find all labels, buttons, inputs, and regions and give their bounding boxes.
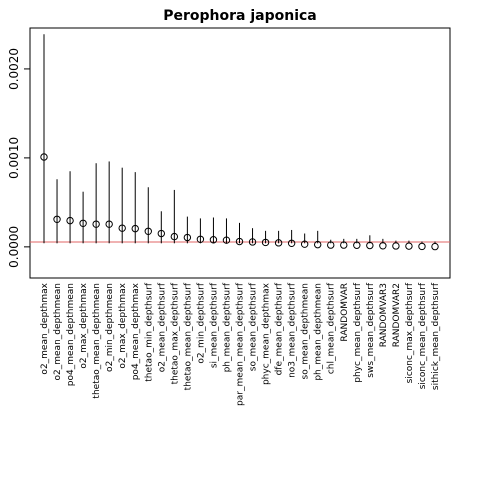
x-category-label: sws_mean_depthsurf xyxy=(366,282,376,378)
x-category-label: o2_mean_depthsurf xyxy=(157,282,167,372)
x-category-label: RANDOMVAR xyxy=(340,283,350,342)
data-point xyxy=(144,227,152,235)
data-point xyxy=(66,216,74,225)
data-point xyxy=(131,224,139,233)
data-point xyxy=(314,240,322,249)
data-point xyxy=(379,242,387,250)
x-category-label: RANDOMVAR3 xyxy=(379,283,389,347)
x-category-label: po4_mean_depthmean xyxy=(66,283,76,386)
x-category-label: phyc_mean_depthmax xyxy=(262,282,272,385)
data-point xyxy=(79,219,87,227)
data-point xyxy=(392,242,400,250)
x-category-label: thetao_mean_depthmean xyxy=(92,283,102,399)
x-category-label: o2_mean_depthmean xyxy=(53,283,63,380)
x-axis-labels: o2_mean_depthmax o2_mean_depthmean po4_mea… xyxy=(40,282,441,406)
y-axis: 0.0000 0.0010 0.0020 xyxy=(7,48,30,268)
data-point xyxy=(170,232,179,241)
data-point xyxy=(235,237,244,246)
data-point xyxy=(53,215,61,223)
x-category-label: ph_mean_depthmean xyxy=(314,283,324,381)
x-category-label: no3_mean_depthsurf xyxy=(288,282,298,378)
data-point xyxy=(274,239,283,247)
x-category-label: dfe_mean_depthsurf xyxy=(275,282,285,375)
data-point xyxy=(40,153,48,161)
x-category-label: o2_min_depthmean xyxy=(105,283,115,372)
x-category-label: siconc_mean_depthsurf xyxy=(418,282,428,389)
y-tick-label: 0.0010 xyxy=(7,137,21,179)
x-category-label: o2_max_depthmax xyxy=(79,282,89,368)
data-point xyxy=(157,229,166,238)
data-point xyxy=(405,242,413,250)
data-point xyxy=(261,238,270,247)
data-point xyxy=(118,224,126,232)
x-category-label: po4_mean_depthmax xyxy=(131,282,141,380)
x-category-label: o2_max_depthmax xyxy=(118,282,128,368)
data-point xyxy=(92,220,100,228)
x-category-label: par_mean_mean_depthsurf xyxy=(236,282,246,406)
x-category-label: RANDOMVAR2 xyxy=(392,283,402,347)
y-tick-label: 0.0020 xyxy=(7,48,21,90)
x-category-label: sithick_mean_depthsurf xyxy=(431,282,441,390)
data-point xyxy=(431,242,439,251)
whiskers-group xyxy=(43,34,436,244)
data-point xyxy=(209,236,218,244)
data-point xyxy=(340,241,348,249)
data-point xyxy=(353,241,361,249)
x-category-label: thetao_min_depthsurf xyxy=(144,282,154,382)
data-point xyxy=(327,241,335,249)
x-category-label: o2_min_depthsurf xyxy=(196,282,206,363)
data-point xyxy=(196,235,205,243)
y-tick-label: 0.0000 xyxy=(7,226,21,268)
data-point xyxy=(222,236,231,244)
data-point xyxy=(366,241,374,250)
x-category-label: thetao_mean_depthsurf xyxy=(183,282,193,390)
x-category-label: phyc_mean_depthsurf xyxy=(353,282,363,383)
x-category-label: siconc_max_depthsurf xyxy=(405,282,415,383)
x-category-label: so_mean_depthsurf xyxy=(249,282,259,371)
data-point xyxy=(300,240,309,248)
chart-title: Perophora japonica xyxy=(163,8,317,24)
data-point xyxy=(418,242,426,251)
x-category-label: chl_mean_depthsurf xyxy=(327,282,337,374)
data-point xyxy=(183,233,192,242)
x-category-label: thetao_max_depthsurf xyxy=(170,282,180,384)
points-group xyxy=(40,153,439,251)
plot-frame xyxy=(29,27,451,279)
x-category-label: si_mean_depthsurf xyxy=(209,282,219,368)
x-category-label: o2_mean_depthmax xyxy=(40,282,50,374)
data-point xyxy=(287,239,296,248)
x-category-label: so_mean_depthmean xyxy=(301,283,311,379)
data-point xyxy=(248,238,257,246)
data-point xyxy=(105,220,113,228)
x-category-label: ph_mean_depthsurf xyxy=(222,282,232,372)
